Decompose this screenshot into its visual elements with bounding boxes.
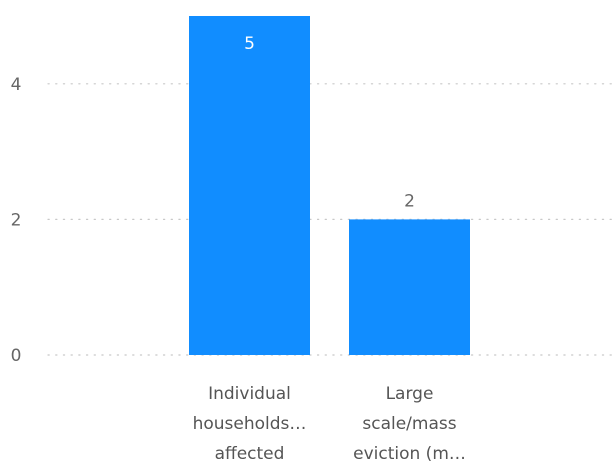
data-labels: 52: [244, 34, 415, 211]
category-label: households…: [193, 414, 307, 434]
y-axis-tick-labels: 0 2 4: [11, 75, 22, 366]
category-label: Large: [386, 384, 434, 404]
y-tick-label: 4: [11, 75, 22, 95]
y-tick-label: 0: [11, 346, 22, 366]
bar[interactable]: [189, 16, 310, 355]
data-label: 2: [404, 191, 415, 211]
category-label: affected: [215, 444, 285, 464]
bar[interactable]: [349, 219, 470, 355]
data-label: 5: [244, 34, 255, 54]
category-label: scale/mass: [362, 414, 456, 434]
y-tick-label: 2: [11, 210, 22, 230]
gridlines: [47, 83, 614, 356]
category-label: Individual: [208, 384, 291, 404]
category-label: eviction (m…: [353, 444, 466, 464]
bars: [189, 16, 470, 355]
category-labels: Individual households… affected Large scale/…: [193, 384, 466, 464]
